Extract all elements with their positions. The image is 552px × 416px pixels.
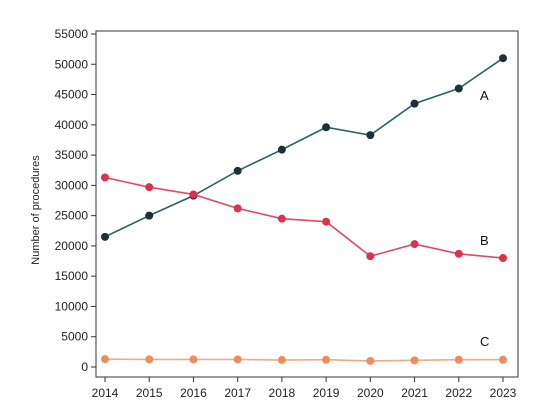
series-label: B [480,233,489,248]
x-tick-label: 2019 [313,386,340,400]
x-axis: 2014 2015 2016 2017 2018 2019 2020 2021 2022 2023 [92,377,517,400]
series-b [101,173,507,263]
data-point [366,131,375,140]
data-point [101,355,109,364]
plot-area [95,30,519,378]
y-tick-label: 55000 [55,27,89,41]
y-tick-label: 15000 [55,269,89,283]
data-point [101,232,109,241]
data-point [145,211,154,220]
x-tick-label: 2016 [180,386,207,400]
x-tick-label: 2023 [490,386,517,400]
y-tick-label: 45000 [55,88,89,102]
x-tick-label: 2022 [445,386,472,400]
data-point [277,145,286,154]
y-tick-label: 10000 [55,299,89,313]
x-tick-label: 2014 [92,386,119,400]
series-line [104,358,503,362]
data-point [454,249,463,258]
data-point [410,356,419,365]
data-point [499,254,507,263]
data-point [366,356,375,365]
y-tick-label: 20000 [55,239,89,253]
data-point [322,217,331,226]
data-point [233,355,242,364]
y-axis-title: Number of procedures [30,155,42,265]
series-a [101,54,507,241]
data-point [322,355,331,364]
series-line [104,57,504,238]
data-point [145,355,154,364]
series-label: A [480,88,489,103]
series-layer: A B C [101,54,507,365]
y-tick-label: 40000 [55,118,89,132]
x-tick-label: 2015 [136,386,163,400]
data-point [499,54,507,63]
y-tick-label: 50000 [55,57,89,71]
data-point [366,252,375,261]
data-point [233,166,242,175]
y-tick-label: 35000 [55,148,89,162]
data-point [499,355,507,364]
y-tick-label: 25000 [55,209,89,223]
data-point [410,240,419,249]
series-line [104,176,504,259]
y-tick-label: 0 [81,360,88,374]
data-point [189,355,198,364]
data-point [322,123,331,132]
data-point [189,190,198,199]
data-point [410,99,419,108]
data-point [454,355,463,364]
data-point [277,214,286,223]
y-tick-label: 5000 [61,330,88,344]
data-point [277,356,286,365]
x-tick-label: 2020 [357,386,384,400]
series-c [101,355,507,365]
y-tick-label: 30000 [55,178,89,192]
data-point [233,204,242,213]
data-point [454,84,463,93]
x-tick-label: 2017 [224,386,251,400]
series-label: C [480,334,489,349]
plot-border [95,30,519,378]
data-point [101,173,109,182]
y-axis: 0 5000 10000 15000 20000 25000 30000 35000 40000… [55,27,96,374]
x-tick-label: 2021 [401,386,428,400]
x-tick-label: 2018 [269,386,296,400]
data-point [145,183,154,192]
